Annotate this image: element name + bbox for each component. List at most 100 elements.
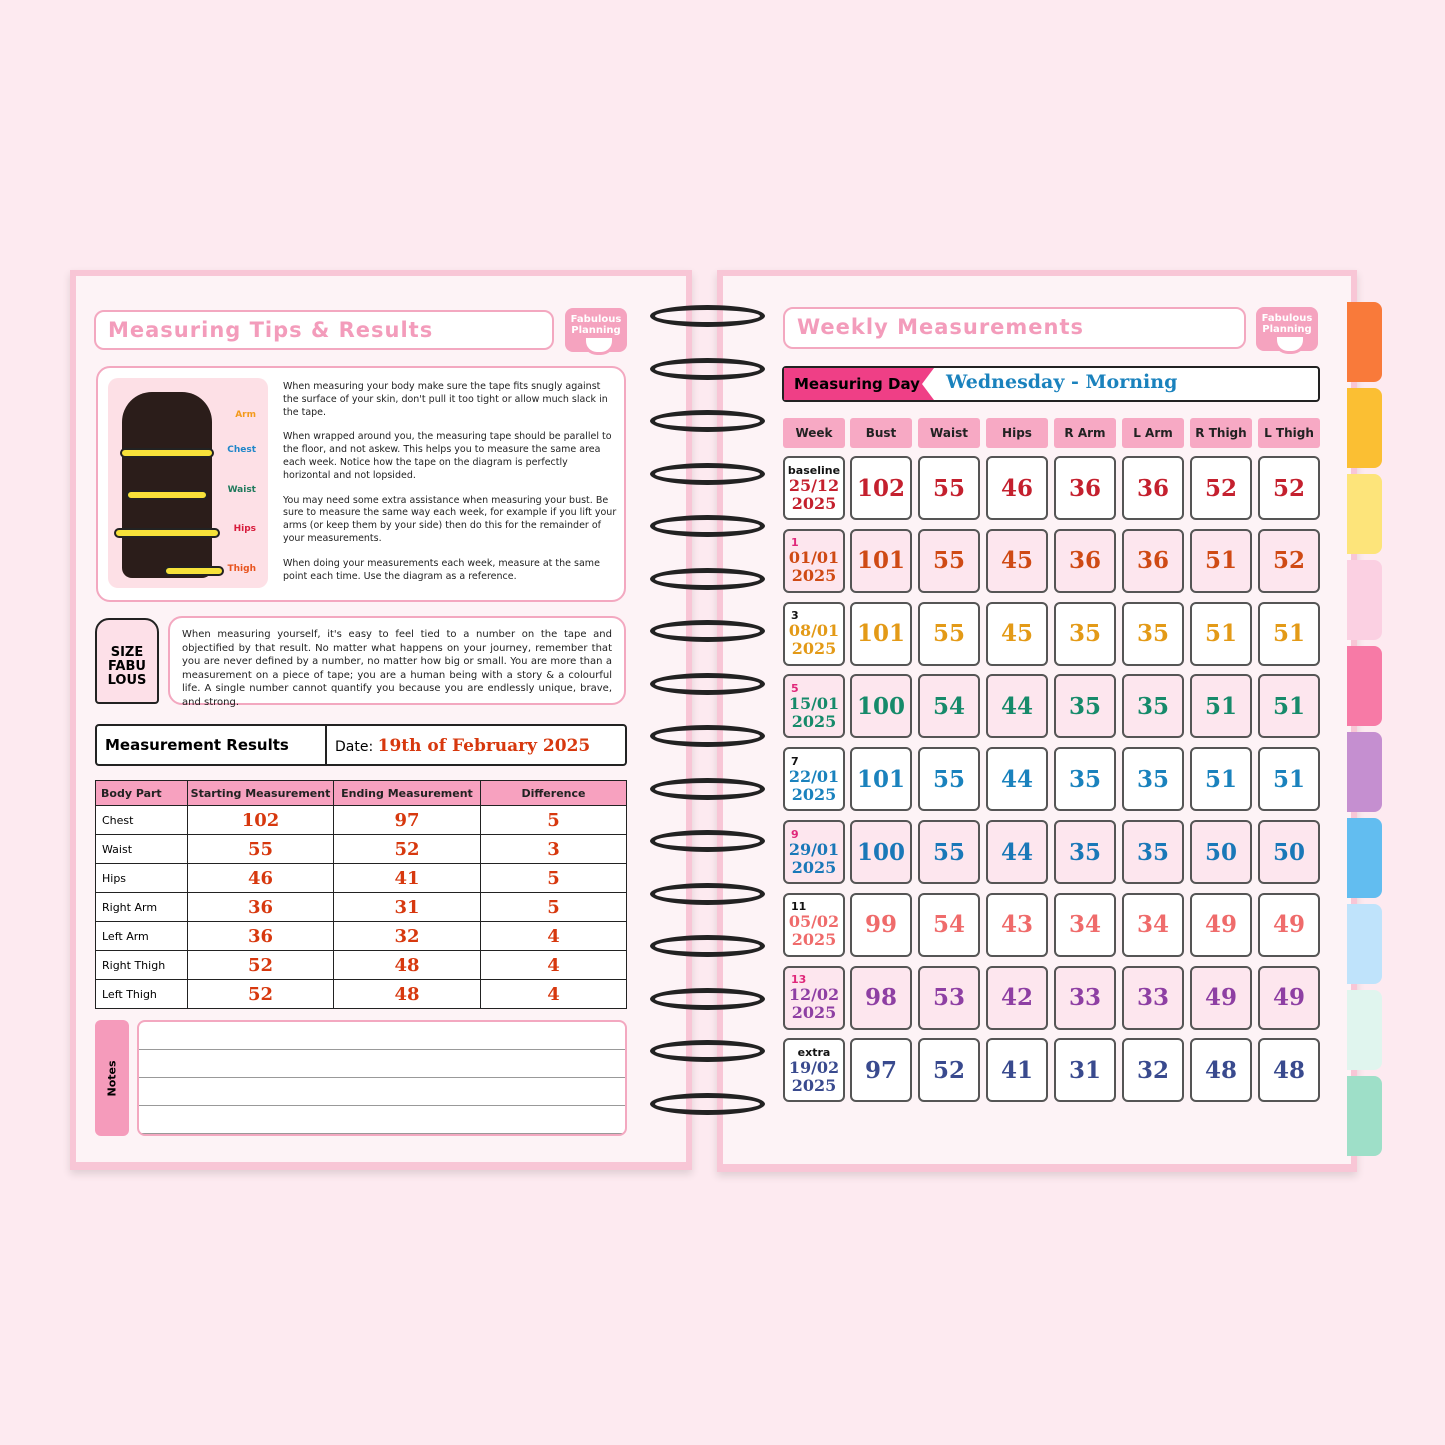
measurement-cell[interactable]: 51: [1190, 601, 1252, 666]
measuring-day-value[interactable]: Wednesday - Morning: [946, 371, 1178, 393]
measurement-cell[interactable]: 101: [850, 747, 912, 812]
measurement-value: 4: [480, 950, 627, 980]
measurement-cell[interactable]: 33: [1122, 965, 1184, 1030]
section-tab[interactable]: [1347, 990, 1382, 1070]
measurement-cell[interactable]: 46: [986, 456, 1048, 520]
measurement-cell[interactable]: 45: [986, 601, 1048, 666]
week-tag: 3: [791, 609, 799, 623]
measurement-cell[interactable]: 44: [986, 674, 1048, 739]
measurement-cell[interactable]: 35: [1122, 747, 1184, 812]
results-row: Left Arm 36 32 4: [95, 921, 627, 951]
section-tab[interactable]: [1347, 646, 1382, 726]
measurement-cell[interactable]: 45: [986, 528, 1048, 593]
measurement-cell[interactable]: 35: [1054, 747, 1116, 812]
measurement-cell[interactable]: 35: [1054, 601, 1116, 666]
measurement-cell[interactable]: 49: [1258, 965, 1320, 1030]
section-tab[interactable]: [1347, 1076, 1382, 1156]
measurement-value: 4: [480, 921, 627, 951]
measurement-cell[interactable]: 32: [1122, 1038, 1184, 1103]
measurement-cell[interactable]: 44: [986, 747, 1048, 812]
measurement-cell[interactable]: 34: [1054, 892, 1116, 957]
measurement-cell[interactable]: 49: [1258, 892, 1320, 957]
measurement-cell[interactable]: 51: [1190, 747, 1252, 812]
measurement-cell[interactable]: 49: [1190, 892, 1252, 957]
section-tab[interactable]: [1347, 474, 1382, 554]
spiral-ring-icon: [650, 567, 765, 590]
measurement-value: 48: [333, 950, 481, 980]
week-tag: 7: [791, 754, 799, 768]
section-tab[interactable]: [1347, 388, 1382, 468]
measurement-cell[interactable]: 53: [918, 965, 980, 1030]
measurement-cell[interactable]: 31: [1054, 1038, 1116, 1103]
measurement-cell[interactable]: 42: [986, 965, 1048, 1030]
measurement-cell[interactable]: 35: [1122, 601, 1184, 666]
measurement-cell[interactable]: 36: [1054, 528, 1116, 593]
measurement-cell[interactable]: 55: [918, 747, 980, 812]
measurement-cell[interactable]: 98: [850, 965, 912, 1030]
measurement-cell[interactable]: 99: [850, 892, 912, 957]
measurement-cell[interactable]: 44: [986, 820, 1048, 884]
measurement-cell[interactable]: 35: [1122, 674, 1184, 739]
measuring-day-label: Measuring Day: [784, 368, 934, 400]
measurement-cell[interactable]: 55: [918, 528, 980, 593]
week-date: 15/01: [788, 693, 840, 713]
measurement-cell[interactable]: 43: [986, 892, 1048, 957]
measurement-cell[interactable]: 102: [850, 456, 912, 520]
section-tab[interactable]: [1347, 904, 1382, 984]
results-row: Waist 55 52 3: [95, 834, 627, 864]
measurement-cell[interactable]: 49: [1190, 965, 1252, 1030]
measurement-cell[interactable]: 101: [850, 601, 912, 666]
measurement-cell[interactable]: 100: [850, 674, 912, 739]
measurement-cell[interactable]: 35: [1054, 820, 1116, 884]
tip-1: When measuring your body make sure the t…: [283, 381, 608, 418]
measurement-cell[interactable]: 51: [1190, 528, 1252, 593]
measurement-cell[interactable]: 33: [1054, 965, 1116, 1030]
results-table: Body Part Starting Measurement Ending Me…: [95, 780, 627, 1009]
measurement-cell[interactable]: 52: [1190, 456, 1252, 520]
measurement-cell[interactable]: 51: [1258, 747, 1320, 812]
measurement-cell[interactable]: 52: [1258, 528, 1320, 593]
measurement-cell[interactable]: 36: [1054, 456, 1116, 520]
measurement-cell[interactable]: 35: [1054, 674, 1116, 739]
notes-area[interactable]: [137, 1020, 627, 1136]
measurement-cell[interactable]: 50: [1190, 820, 1252, 884]
measurement-cell[interactable]: 35: [1122, 820, 1184, 884]
label-thigh: Thigh: [227, 564, 256, 574]
measurement-cell[interactable]: 101: [850, 528, 912, 593]
measurement-cell[interactable]: 51: [1190, 674, 1252, 739]
tip-4: When doing your measurements each week, …: [283, 557, 600, 582]
measurement-cell[interactable]: 51: [1258, 601, 1320, 666]
section-tab[interactable]: [1347, 560, 1382, 640]
week-year: 2025: [791, 784, 837, 804]
body-part: Right Thigh: [95, 950, 188, 980]
spiral-ring-icon: [650, 882, 765, 905]
measurement-cell[interactable]: 97: [850, 1038, 912, 1103]
measurement-cell[interactable]: 41: [986, 1038, 1048, 1103]
measurement-cell[interactable]: 54: [918, 674, 980, 739]
section-tab[interactable]: [1347, 302, 1382, 382]
measurement-cell[interactable]: 54: [918, 892, 980, 957]
section-tab[interactable]: [1347, 818, 1382, 898]
measurement-cell[interactable]: 51: [1258, 674, 1320, 739]
measurement-value: 46: [187, 863, 334, 893]
measurement-cell[interactable]: 52: [1258, 456, 1320, 520]
measurement-cell[interactable]: 50: [1258, 820, 1320, 884]
label-chest: Chest: [227, 445, 256, 455]
measurement-cell[interactable]: 36: [1122, 528, 1184, 593]
section-tab[interactable]: [1347, 732, 1382, 812]
measurement-cell[interactable]: 55: [918, 456, 980, 520]
week-year: 2025: [791, 639, 837, 659]
body-part: Waist: [95, 834, 188, 864]
measurement-cell[interactable]: 36: [1122, 456, 1184, 520]
measurement-cell[interactable]: 55: [918, 820, 980, 884]
measurement-cell[interactable]: 34: [1122, 892, 1184, 957]
measurement-cell[interactable]: 55: [918, 601, 980, 666]
measurement-cell[interactable]: 100: [850, 820, 912, 884]
notes-label: Notes: [105, 1059, 119, 1097]
week-date: 22/01: [788, 766, 840, 786]
measurement-cell[interactable]: 48: [1258, 1038, 1320, 1103]
results-header: Measurement Results Date: 19th of Februa…: [95, 724, 627, 766]
measurement-cell[interactable]: 52: [918, 1038, 980, 1103]
measurement-value: 52: [333, 834, 481, 864]
measurement-cell[interactable]: 48: [1190, 1038, 1252, 1103]
